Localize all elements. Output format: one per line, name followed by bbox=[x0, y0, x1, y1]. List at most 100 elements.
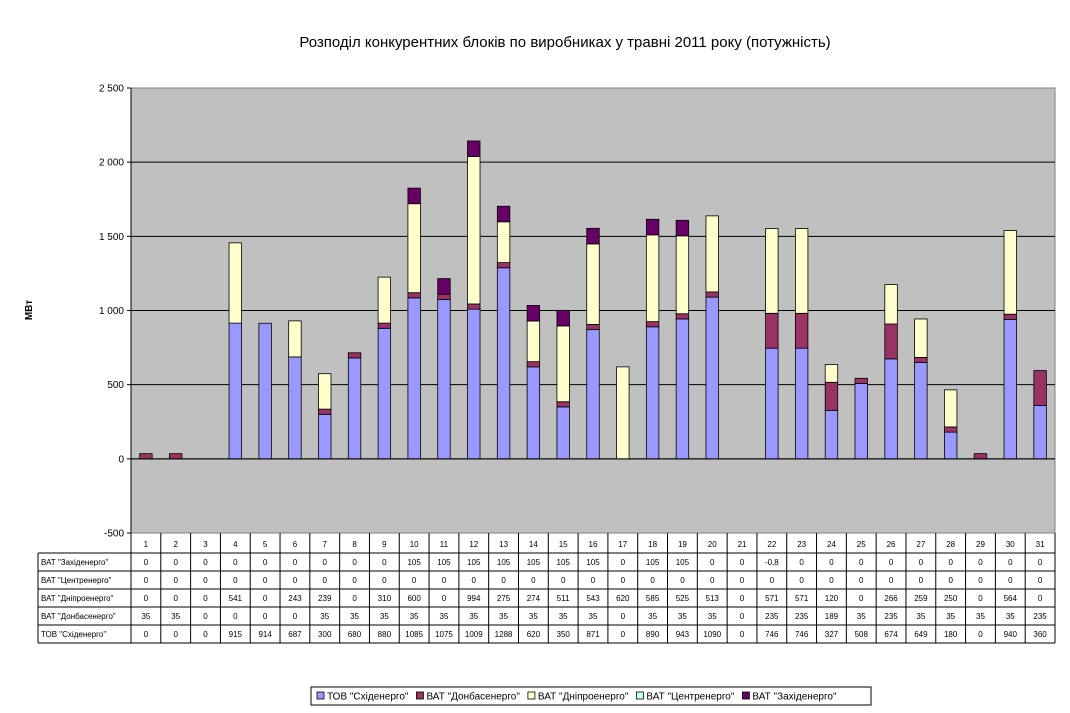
table-cell: 0 bbox=[948, 558, 953, 567]
table-cell: 0 bbox=[710, 558, 715, 567]
bar-segment bbox=[616, 366, 630, 460]
data-table: 1 2 3 4 5 6 7 8 9 10 11 12 13 14 15 16 17 18 19 20 21 22 23 24 2… bbox=[37, 533, 1056, 644]
table-cell: 105 bbox=[407, 558, 421, 567]
bar-segment bbox=[556, 406, 570, 460]
table-cell: 0 bbox=[799, 558, 804, 567]
table-cell: 0 bbox=[233, 576, 238, 585]
bar-segment bbox=[526, 305, 541, 322]
table-cell: 0 bbox=[770, 576, 775, 585]
x-tick-label: 2 bbox=[173, 540, 178, 549]
table-series-name: ВАТ "Дніпроенерго" bbox=[41, 594, 114, 603]
table-cell: 259 bbox=[914, 594, 928, 603]
table-cell: 0 bbox=[859, 558, 864, 567]
bar-segment bbox=[318, 413, 332, 460]
table-cell: 0 bbox=[352, 558, 357, 567]
table-cell: 35 bbox=[410, 612, 419, 621]
table-series-name: ТОВ "Східенерго" bbox=[41, 630, 106, 639]
table-cell: 0 bbox=[442, 594, 447, 603]
table-cell: 571 bbox=[795, 594, 809, 603]
table-cell: 180 bbox=[944, 630, 958, 639]
table-cell: 35 bbox=[976, 612, 985, 621]
table-cell: 35 bbox=[946, 612, 955, 621]
y-tick-label: -500 bbox=[104, 529, 124, 540]
bar-segment bbox=[377, 276, 392, 324]
table-cell: 994 bbox=[467, 594, 481, 603]
table-cell: 0 bbox=[382, 558, 387, 567]
table-cell: 1009 bbox=[465, 630, 483, 639]
x-tick-label: 10 bbox=[410, 540, 419, 549]
bar-segment bbox=[526, 320, 541, 363]
bar-segment bbox=[347, 352, 362, 359]
bar-segment bbox=[258, 322, 272, 460]
x-tick-label: 26 bbox=[887, 540, 896, 549]
table-cell: 0 bbox=[173, 630, 178, 639]
bar-segment bbox=[645, 326, 660, 460]
table-cell: 350 bbox=[557, 630, 571, 639]
y-tick-label: 500 bbox=[107, 380, 124, 391]
bar-segment bbox=[914, 318, 928, 358]
bar-segment bbox=[884, 358, 898, 460]
x-tick-label: 27 bbox=[916, 540, 925, 549]
table-cell: 105 bbox=[437, 558, 451, 567]
bar-segment bbox=[794, 347, 809, 460]
table-cell: 0 bbox=[472, 576, 477, 585]
bar-segment bbox=[467, 140, 481, 157]
bar-segment bbox=[765, 347, 779, 460]
bar-segment bbox=[1033, 370, 1047, 406]
table-cell: 0 bbox=[293, 576, 298, 585]
table-cell: 35 bbox=[350, 612, 359, 621]
table-cell: 0 bbox=[144, 594, 149, 603]
table-cell: 35 bbox=[499, 612, 508, 621]
bar-segment bbox=[1003, 230, 1017, 315]
table-cell: 0 bbox=[919, 558, 924, 567]
x-tick-label: 22 bbox=[767, 540, 776, 549]
table-cell: 0 bbox=[919, 576, 924, 585]
y-tick-label: 0 bbox=[118, 454, 124, 465]
bar-segment bbox=[407, 297, 421, 460]
table-cell: 105 bbox=[467, 558, 481, 567]
table-cell: 35 bbox=[678, 612, 687, 621]
table-cell: 189 bbox=[825, 612, 839, 621]
table-cell: 235 bbox=[795, 612, 809, 621]
legend-box bbox=[310, 686, 872, 706]
table-cell: 35 bbox=[469, 612, 478, 621]
x-tick-label: 21 bbox=[738, 540, 747, 549]
table-cell: 300 bbox=[318, 630, 332, 639]
table-cell: 0 bbox=[621, 576, 626, 585]
x-tick-label: 16 bbox=[589, 540, 598, 549]
bar-segment bbox=[854, 377, 868, 384]
table-cell: 1085 bbox=[405, 630, 423, 639]
table-cell: 0 bbox=[1008, 576, 1013, 585]
table-cell: 0 bbox=[978, 576, 983, 585]
table-cell: 0 bbox=[263, 594, 268, 603]
bar-segment bbox=[645, 234, 660, 323]
legend-label: ВАТ "Донбасенерго" bbox=[426, 691, 520, 703]
bar-segment bbox=[944, 426, 958, 433]
table-cell: 0 bbox=[591, 576, 596, 585]
bar-segment bbox=[1033, 405, 1047, 460]
table-cell: 35 bbox=[440, 612, 449, 621]
bar-segment bbox=[914, 362, 928, 460]
table-cell: 0 bbox=[352, 576, 357, 585]
bar-segment bbox=[467, 156, 481, 305]
table-cell: 0 bbox=[1038, 558, 1043, 567]
table-cell: 0 bbox=[382, 576, 387, 585]
table-cell: 250 bbox=[944, 594, 958, 603]
table-cell: 35 bbox=[320, 612, 329, 621]
legend-label: ВАТ "Дніпроенерго" bbox=[538, 692, 629, 703]
table-series-name: ВАТ "Західенерго" bbox=[41, 558, 108, 567]
table-cell: 680 bbox=[348, 630, 362, 639]
x-tick-label: 23 bbox=[797, 540, 806, 549]
bar-segment bbox=[1003, 313, 1017, 320]
bar-segment bbox=[318, 373, 332, 410]
table-cell: 0 bbox=[203, 558, 208, 567]
table-cell: 0 bbox=[144, 558, 149, 567]
x-tick-label: 12 bbox=[469, 540, 478, 549]
table-cell: 649 bbox=[914, 630, 928, 639]
table-cell: 620 bbox=[616, 594, 630, 603]
table-cell: 541 bbox=[229, 594, 243, 603]
legend-label: ВАТ "Західенерго" bbox=[752, 692, 837, 703]
table-cell: 0 bbox=[173, 558, 178, 567]
table-cell: 0 bbox=[173, 594, 178, 603]
table-cell: 35 bbox=[141, 612, 150, 621]
